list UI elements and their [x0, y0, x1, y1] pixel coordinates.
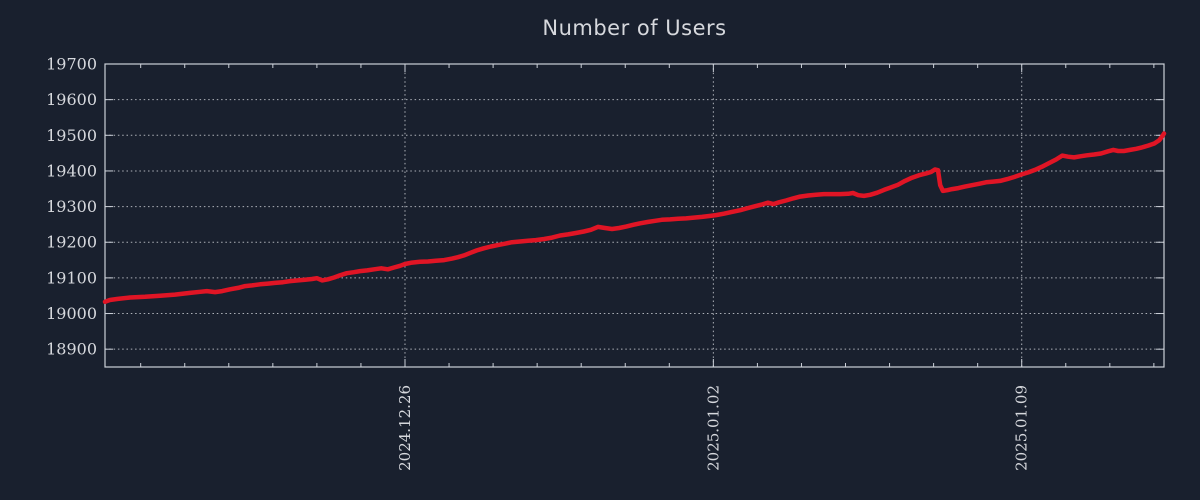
axis-ticks — [105, 63, 1164, 367]
gridlines — [105, 63, 1164, 367]
data-line-number-of-users — [102, 131, 1167, 305]
y-tick-label: 19700 — [46, 55, 97, 74]
x-tick-label: 2024.12.26 — [396, 385, 414, 471]
y-tick-label: 19500 — [46, 126, 97, 145]
y-tick-label: 19600 — [46, 90, 97, 109]
y-tick-label: 19200 — [46, 233, 97, 252]
x-tick-labels: 2024.12.26 2025.01.02 2025.01.09 — [396, 385, 1031, 471]
y-tick-label: 18900 — [46, 340, 97, 359]
y-tick-label: 19300 — [46, 197, 97, 216]
y-tick-labels: 18900 19000 19100 19200 19300 19400 19500 19600… — [46, 55, 97, 359]
y-tick-label: 19000 — [46, 304, 97, 323]
y-tick-label: 19400 — [46, 161, 97, 180]
x-tick-label: 2025.01.02 — [704, 385, 722, 471]
chart-title: Number of Users — [542, 16, 727, 40]
plot-border — [104, 63, 1165, 368]
x-tick-label: 2025.01.09 — [1013, 385, 1031, 471]
y-tick-label: 19100 — [46, 268, 97, 287]
